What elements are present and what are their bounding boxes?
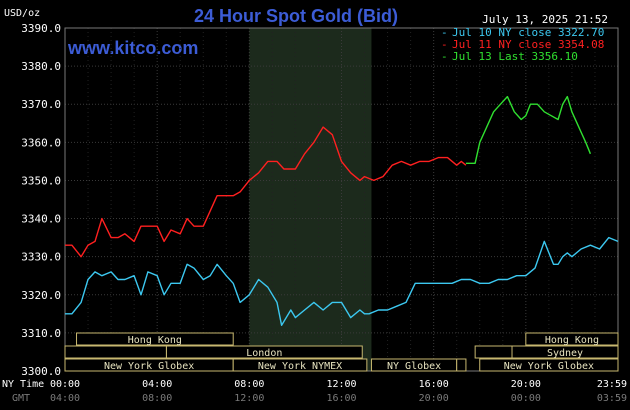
legend: - Jul 10 NY close 3322.70- Jul 11 NY close…: [441, 26, 604, 63]
series-line-1: [65, 236, 619, 326]
legend-entry: Jul 10 NY close 3322.70: [452, 26, 604, 39]
session-label: New York Globex: [504, 361, 594, 372]
session-label: Sydney: [547, 348, 583, 359]
x-tick-label-gmt: 04:00: [50, 393, 80, 404]
chart-title: 24 Hour Spot Gold (Bid): [194, 6, 398, 26]
plot-area: 3300.0 3310.0 3320.0 3330.0 3340.0 3350.0 3360…: [21, 22, 619, 378]
session-bar: [232, 358, 368, 372]
y-tick-label: 3310.0: [21, 327, 61, 340]
y-tick-label: 3390.0: [21, 22, 61, 35]
x-tick-label-gmt: 08:00: [142, 393, 172, 404]
x-tick-label-ny: 12:00: [326, 379, 356, 390]
website-link[interactable]: www.kitco.com: [67, 38, 198, 58]
legend-marker: -: [441, 50, 448, 63]
x-tick-label-ny: 20:00: [511, 379, 541, 390]
series-line-3: [465, 95, 592, 165]
series-line-2: [65, 126, 467, 258]
x-tick-label-ny: 16:00: [419, 379, 449, 390]
y-tick-label: 3330.0: [21, 251, 61, 264]
session-bar: [456, 358, 467, 372]
session-label: New York Globex: [104, 361, 194, 372]
x-tick-label-ny: 23:59: [597, 379, 627, 390]
session-label: Hong Kong: [128, 335, 182, 346]
gmt-label: GMT: [12, 393, 30, 404]
session-bar: [64, 345, 167, 359]
session-label: New York NYMEX: [258, 361, 342, 372]
ny-time-label: NY Time: [2, 379, 44, 390]
timestamp: July 13, 2025 21:52: [482, 13, 608, 26]
session-label: NY Globex: [387, 361, 441, 372]
x-axis: 00:00 04:00 08:00 12:00 16:00 20:00 23:59 04:00…: [50, 379, 627, 404]
y-tick-label: 3320.0: [21, 289, 61, 302]
x-tick-label-gmt: 20:00: [419, 393, 449, 404]
x-tick-label-gmt: 16:00: [326, 393, 356, 404]
session-bar: [76, 332, 234, 346]
session-bar: [474, 345, 513, 359]
y-tick-label: 3380.0: [21, 60, 61, 73]
session-bar: [525, 332, 619, 346]
session-label: Hong Kong: [545, 335, 599, 346]
legend-marker: -: [441, 26, 448, 39]
y-tick-label: 3350.0: [21, 174, 61, 187]
x-tick-label-gmt: 03:59: [597, 393, 627, 404]
legend-entry: Jul 11 NY close 3354.08: [452, 38, 604, 51]
nymex-shade: [249, 28, 372, 371]
x-tick-label-ny: 08:00: [234, 379, 264, 390]
x-tick-label-gmt: 12:00: [234, 393, 264, 404]
legend-marker: -: [441, 38, 448, 51]
legend-entry: Jul 13 Last 3356.10: [452, 50, 578, 63]
x-tick-label-ny: 04:00: [142, 379, 172, 390]
y-tick-label: 3370.0: [21, 98, 61, 111]
session-bar: [479, 358, 619, 372]
x-tick-label-ny: 00:00: [50, 379, 80, 390]
y-tick-label: 3340.0: [21, 213, 61, 226]
market-sessions: Hong Kong London New York Globex New York N…: [64, 332, 619, 372]
y-tick-label: 3360.0: [21, 136, 61, 149]
x-tick-label-gmt: 00:00: [511, 393, 541, 404]
y-unit-label: USD/oz: [4, 8, 40, 19]
y-tick-label: 3300.0: [21, 365, 61, 378]
session-label: London: [246, 348, 282, 359]
